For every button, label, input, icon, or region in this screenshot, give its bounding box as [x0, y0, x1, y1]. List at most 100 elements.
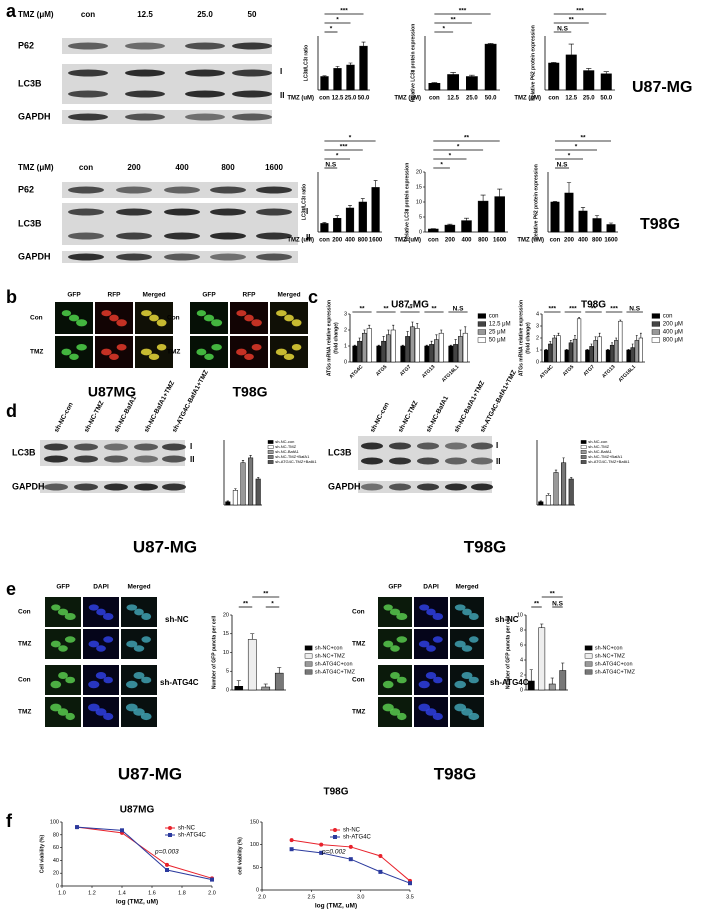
error-bar — [554, 469, 558, 473]
y-axis-label: Relative P62 protein expression — [533, 164, 539, 240]
significance-label: * — [457, 144, 460, 151]
significance-label: N.S — [557, 26, 569, 33]
cell-signal — [64, 636, 76, 643]
bar — [376, 345, 382, 363]
y-tick-label: 100 — [250, 842, 259, 848]
x-tick-label: 1.6 — [148, 890, 156, 896]
blot-band — [389, 442, 411, 450]
y-axis-label: LC3Ⅱ/LC3Ⅰ ratio — [300, 184, 307, 220]
error-bar — [440, 329, 443, 334]
cell-signal — [88, 604, 99, 611]
error-bar — [570, 477, 573, 479]
row-label: TMZ — [167, 349, 180, 356]
bar — [477, 200, 489, 233]
cell-signal — [134, 608, 144, 616]
legend-label: sh-ATG4C+TMZ — [595, 669, 636, 675]
blot-band — [417, 483, 439, 491]
legend-label: sh-NC-BafA1 — [275, 449, 299, 454]
error-bar — [639, 332, 642, 338]
bar — [605, 349, 611, 363]
error-bar — [257, 477, 260, 479]
row-label: P62 — [18, 40, 34, 50]
y-axis-label: Cell viability (%) — [39, 834, 45, 873]
cell-signal — [149, 314, 159, 322]
bar — [561, 462, 567, 506]
row-label: Con — [352, 677, 365, 684]
cell-signal — [88, 640, 100, 648]
error-bar — [263, 683, 268, 687]
y-tick-label: 1 — [344, 343, 347, 349]
error-bar — [547, 493, 550, 496]
error-bar — [545, 349, 548, 350]
cell-signal — [101, 348, 112, 356]
error-bar — [586, 349, 589, 350]
x-tick-label: 25.0 — [466, 96, 478, 102]
blot-band — [256, 208, 292, 216]
chart-title: T98G — [323, 787, 348, 798]
group-label: sh-NC — [165, 615, 189, 624]
marker — [165, 862, 169, 867]
cell-signal — [389, 608, 401, 616]
legend-label: sh-ATG4C+TMZ — [315, 669, 356, 675]
bar — [550, 201, 560, 233]
blot-band — [232, 90, 272, 98]
error-bar — [459, 329, 462, 337]
y-tick-label: 10 — [416, 199, 422, 205]
marker — [75, 825, 79, 830]
blot-band — [116, 208, 152, 216]
treatment-label: TMZ (μM) — [18, 10, 54, 19]
x-tick-label: 12.5 — [565, 96, 577, 102]
error-bar — [335, 66, 340, 69]
significance-label: * — [271, 601, 274, 608]
row-label: GAPDH — [18, 111, 51, 121]
blot-band — [44, 455, 68, 463]
bar — [568, 478, 574, 506]
y-axis-label: Relative P62 protein expression — [530, 25, 536, 101]
legend-marker — [333, 835, 337, 839]
blot-band — [44, 483, 68, 491]
legend-label: sh-NC-con — [275, 439, 294, 444]
x-tick-label: 25.0 — [583, 96, 595, 102]
blot-band — [256, 232, 292, 240]
legend-label: sh-NC — [343, 828, 361, 834]
blot-band — [256, 186, 292, 194]
error-bar — [348, 62, 353, 66]
bar — [320, 76, 329, 91]
bar — [358, 201, 367, 233]
cell-signal — [461, 708, 473, 716]
blot-band — [445, 483, 467, 491]
marker — [408, 881, 412, 886]
bar — [400, 345, 406, 363]
x-tick-label: 200 — [564, 238, 575, 244]
blot-band — [445, 442, 467, 450]
significance-label: ** — [359, 306, 365, 313]
blot-band — [210, 253, 246, 261]
cell-signal — [156, 319, 167, 327]
error-bar — [241, 460, 245, 463]
bar — [576, 318, 582, 363]
cell-signal — [396, 676, 407, 684]
cell-signal — [141, 676, 152, 684]
bar — [609, 344, 615, 363]
significance-label: *** — [340, 8, 348, 15]
cell-signal — [141, 612, 152, 621]
legend-swatch — [477, 329, 487, 335]
x-tick-label: 1.0 — [58, 890, 66, 896]
x-tick-label: 3.0 — [357, 894, 365, 900]
cell-signal — [96, 608, 106, 616]
cell-signal — [251, 343, 262, 351]
legend-label: sh-NC-con — [588, 439, 607, 444]
error-bar — [361, 41, 366, 47]
legend-swatch — [267, 445, 274, 449]
y-tick-label: 0 — [56, 883, 59, 889]
error-bar — [574, 335, 576, 340]
blot-band — [164, 253, 200, 261]
cell-signal — [140, 348, 153, 356]
bar — [361, 332, 367, 363]
bar — [240, 462, 246, 506]
cell-signal — [109, 314, 119, 322]
cell-line-label: U87-MG — [133, 537, 197, 556]
bar — [333, 218, 342, 233]
column-label: Merged — [142, 292, 165, 299]
micrograph — [450, 665, 484, 695]
